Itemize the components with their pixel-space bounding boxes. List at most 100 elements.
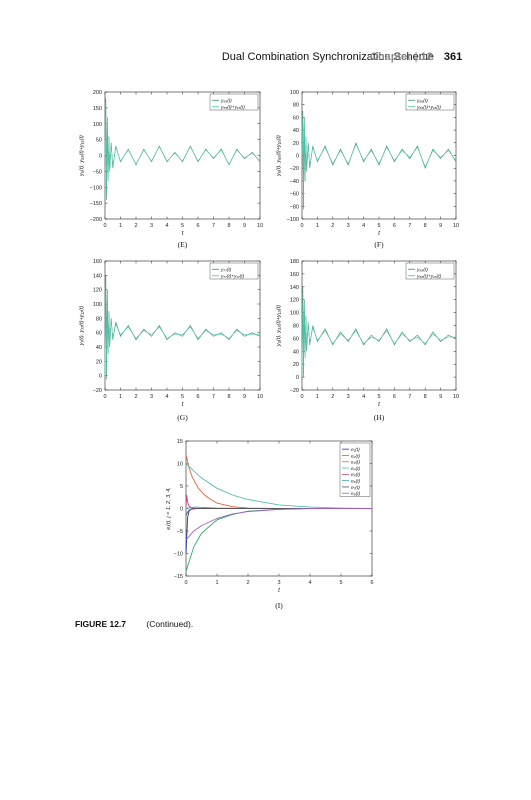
legend-box: [405, 262, 455, 280]
x-tick-label: 1: [215, 580, 218, 586]
x-tick-label: 3: [277, 580, 280, 586]
y-tick-label: 100: [93, 302, 102, 308]
y-tick-label: −50: [93, 169, 102, 175]
series-line-1: [104, 98, 261, 200]
y-tick-label: 15: [177, 439, 183, 445]
x-tick-label: 7: [212, 223, 215, 229]
y-tick-label: −80: [290, 204, 299, 210]
x-tick-label: 0: [103, 394, 106, 400]
y-tick-label: 0: [99, 374, 102, 380]
series-line-1: [301, 286, 457, 378]
chart-panel-I: 0 1 2 3 4 5 6 −15 −10 −5 0 5 10 15 t eⱼ(t), j = 1, 2, 3…: [166, 439, 374, 610]
x-tick-label: 6: [393, 223, 396, 229]
x-tick-label: 5: [181, 223, 184, 229]
y-tick-label: 40: [293, 128, 299, 134]
x-axis-label: t: [278, 587, 281, 594]
chart-panel-F: 0 1 2 3 4 5 6 7 8 9 10 −100 −80 −60 −40 −20 0 20 40 60 80 100…: [276, 90, 459, 249]
x-tick-label: 6: [370, 580, 373, 586]
y-tick-label: 200: [93, 90, 102, 96]
chapter-info: Chapter | 12 361: [370, 51, 462, 63]
legend-label: e₁(t): [351, 447, 360, 453]
y-tick-label: −20: [290, 166, 299, 172]
y-tick-label: −40: [290, 179, 299, 185]
y-axis-label: y₈(t), y₈₈(t)+y₁₈(t): [276, 305, 282, 347]
chart-panel-E: 0 1 2 3 4 5 6 7 8 9 10 −200 −150 −100 −50 0 50 100 150 200 t…: [79, 90, 263, 249]
x-tick-label: 7: [212, 394, 215, 400]
legend-label: y₈₈(t): [416, 267, 428, 273]
legend-label: e₅(t): [351, 472, 361, 478]
x-tick-label: 9: [439, 223, 442, 229]
y-tick-label: −200: [90, 217, 102, 223]
x-tick-label: 4: [362, 223, 365, 229]
y-tick-label: 40: [96, 345, 102, 351]
series-line-2: [301, 293, 456, 378]
x-axis-label: t: [378, 230, 381, 237]
y-tick-label: 80: [96, 316, 102, 322]
x-tick-label: 1: [119, 394, 122, 400]
series-line-7: [185, 508, 372, 516]
x-tick-label: 2: [331, 223, 334, 229]
x-tick-label: 5: [181, 394, 184, 400]
x-tick-label: 3: [150, 223, 153, 229]
x-tick-label: 10: [257, 394, 263, 400]
x-tick-label: 10: [453, 223, 459, 229]
x-tick-label: 0: [184, 580, 187, 586]
y-tick-label: −100: [287, 217, 299, 223]
page-number: 361: [443, 51, 463, 63]
legend-label: y₆₆(t): [416, 98, 428, 104]
series-line-2: [301, 114, 457, 207]
x-tick-label: 9: [243, 394, 246, 400]
y-tick-label: 5: [180, 484, 183, 490]
x-tick-label: 1: [316, 223, 319, 229]
legend-box: [209, 93, 259, 111]
series-line-8: [185, 508, 372, 541]
y-tick-label: 120: [290, 298, 299, 304]
x-tick-label: 5: [377, 223, 380, 229]
y-tick-label: −60: [290, 192, 299, 198]
legend-label: y₅₅(t)+y₁₅(t): [220, 105, 245, 111]
running-header: Dual Combination Synchronization Scheme: [0, 51, 531, 67]
x-tick-label: 3: [347, 394, 350, 400]
legend-label: y₅₅(t): [220, 98, 232, 104]
x-tick-label: 10: [257, 223, 263, 229]
y-tick-label: −10: [174, 552, 183, 558]
legend-label: e₄(t): [351, 466, 361, 472]
y-tick-label: 60: [293, 115, 299, 121]
legend-label: e₃(t): [351, 460, 360, 466]
chart-panel-G: 0 1 2 3 4 5 6 7 8 9 10−20020406080100120140160ty₇(…: [79, 259, 263, 422]
x-axis-label: t: [182, 230, 185, 237]
x-axis-label: t: [182, 401, 185, 408]
y-tick-label: 60: [96, 331, 102, 337]
series-line-4: [185, 463, 373, 509]
legend-label: y₆₆(t)+y₁₆(t): [416, 105, 441, 111]
x-tick-label: 9: [439, 394, 442, 400]
y-tick-label: 180: [290, 259, 299, 265]
x-tick-label: 1: [316, 394, 319, 400]
plot-frame: [301, 91, 457, 220]
legend-label: e₆(t): [351, 478, 361, 484]
y-tick-label: −150: [90, 201, 102, 207]
x-tick-label: 1: [119, 223, 122, 229]
x-axis-label: t: [378, 401, 381, 408]
x-tick-label: 0: [300, 223, 303, 229]
x-tick-label: 7: [408, 394, 411, 400]
panel-label: (G): [177, 413, 188, 422]
x-tick-label: 6: [196, 223, 199, 229]
x-tick-label: 8: [227, 394, 230, 400]
x-tick-label: 4: [308, 580, 311, 586]
x-tick-label: 6: [196, 394, 199, 400]
y-tick-label: 160: [290, 272, 299, 278]
y-tick-label: −20: [93, 388, 102, 394]
chapter-number: 12: [420, 51, 433, 63]
y-tick-label: 140: [93, 273, 102, 279]
panel-label: (I): [275, 601, 283, 610]
running-title: Dual Combination Synchronization Scheme: [221, 51, 434, 63]
figure-caption: FIGURE 12.7 (Continued).: [75, 619, 193, 629]
x-tick-label: 9: [243, 223, 246, 229]
x-tick-label: 2: [331, 394, 334, 400]
y-axis-label: eⱼ(t), j = 1, 2, 3, 4,: [166, 487, 172, 530]
chart-panel-H: 0 1 2 3 4 5 6 7 8 9 10−20020406080100120140160180t…: [276, 259, 459, 422]
x-tick-label: 5: [377, 394, 380, 400]
y-tick-label: −5: [177, 529, 183, 535]
